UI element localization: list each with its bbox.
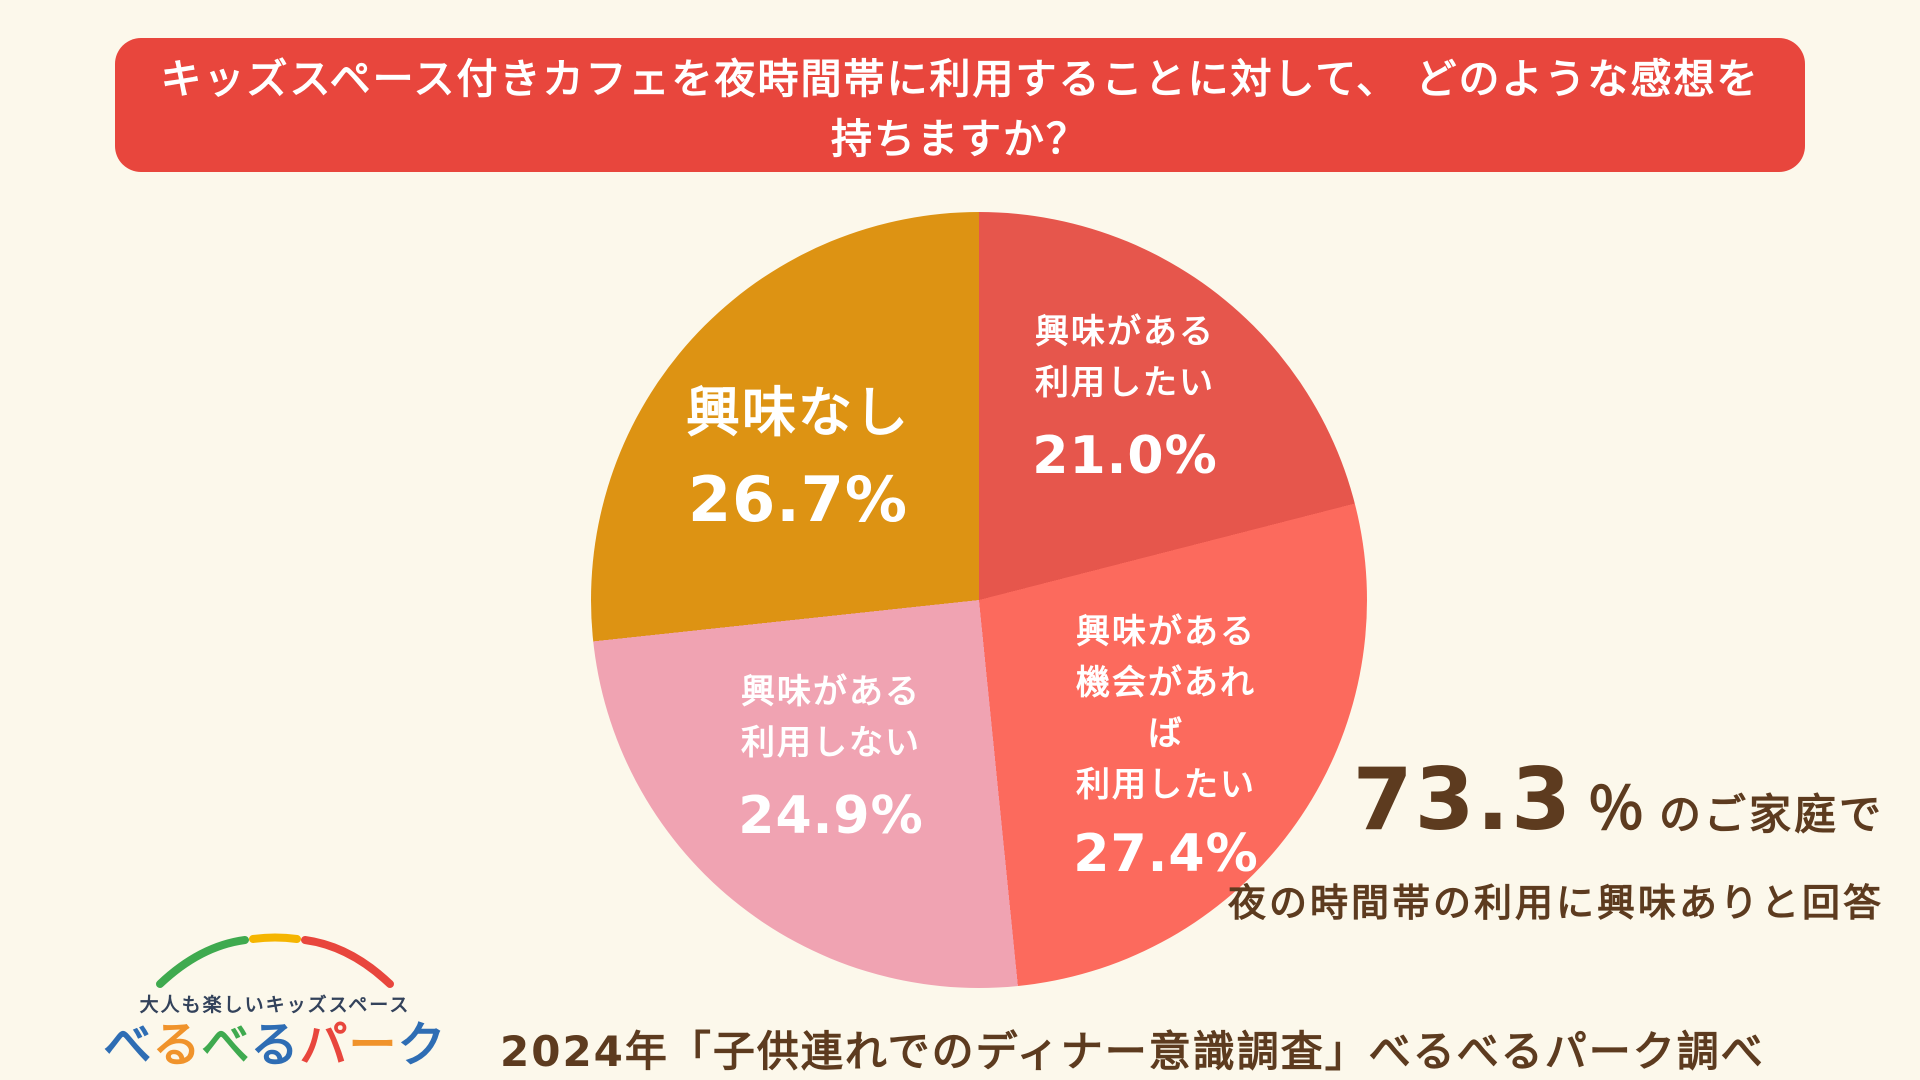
logo-name-char: ク [397,1017,447,1073]
pie-chart-area: 興味がある 利用したい 21.0% 興味がある 機会があれば 利用したい 27.… [591,212,1367,988]
question-banner: キッズスペース付きカフェを夜時間帯に利用することに対して、 どのような感想を持ち… [115,38,1805,172]
logo-tagline: 大人も楽しいキッズスペース [139,994,411,1016]
source-note: 2024年「子供連れでのディナー意識調査」べるべるパーク調べ [500,1027,1765,1076]
question-text: キッズスペース付きカフェを夜時間帯に利用することに対して、 どのような感想を持ち… [160,55,1760,163]
logo-name-char: る [152,1017,202,1073]
slice-label-text: 興味がある [1035,312,1215,352]
pie-chart [591,212,1367,988]
logo-name-char: ー [348,1017,398,1073]
logo-name-char: パ [299,1017,349,1073]
slice-label-text: 興味がある [741,672,921,712]
slice-percent: 27.4% [1073,824,1259,884]
slice-label-text: 興味なし [686,381,910,444]
slice-label-interested-not-use: 興味がある 利用しない 24.9% [738,667,923,847]
logo-name-char: べ [201,1017,251,1073]
summary-callout: 73.3 ％ のご家庭で 夜の時間帯の利用に興味ありと回答 [1228,750,1884,927]
rainbow-arc-icon [156,933,394,988]
slice-label-interested-want-to-use: 興味がある 利用したい 21.0% [1032,307,1217,487]
summary-suffix: のご家庭で [1658,790,1884,839]
logo-name-char: べ [103,1017,153,1073]
slice-label-text: 興味がある [1076,612,1256,652]
logo-name-char: る [250,1017,300,1073]
summary-sub-line: 夜の時間帯の利用に興味ありと回答 [1227,881,1884,925]
slice-percent: 21.0% [1032,426,1218,486]
slice-label-interested-if-occasion: 興味がある 機会があれば 利用したい 27.4% [1066,607,1267,885]
summary-main-line: 73.3 ％ のご家庭で [1228,750,1884,850]
logo-name: べるべるパーク [100,1019,450,1072]
summary-percent-number: 73.3 [1352,750,1573,850]
summary-percent-sign: ％ [1586,775,1645,843]
slice-label-text: 機会があれば [1076,663,1256,754]
slice-percent: 26.7% [687,463,909,536]
slice-label-text: 利用したい [1035,363,1215,403]
slice-percent: 24.9% [738,786,924,846]
slice-label-text: 利用したい [1076,765,1256,805]
slice-label-not-interested: 興味なし 26.7% [686,372,910,537]
slice-label-text: 利用しない [741,723,921,763]
logo: 大人も楽しいキッズスペース べるべるパーク [100,932,450,1072]
